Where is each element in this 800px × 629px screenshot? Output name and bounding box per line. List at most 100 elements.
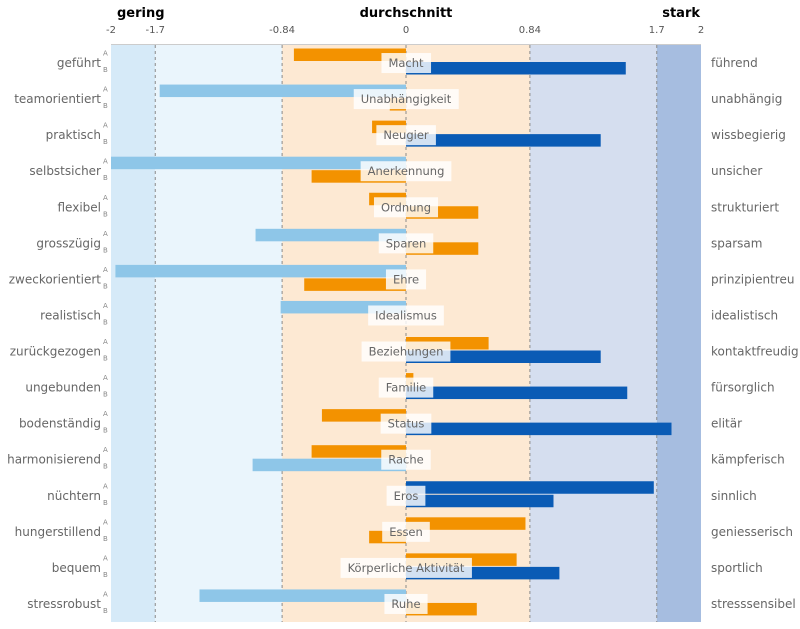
category-label-box [384, 593, 428, 614]
x-tick-label: 2 [698, 25, 704, 36]
bar-a [159, 84, 406, 98]
left-pole-label: zurückgezogen [10, 345, 101, 359]
right-pole-label: unsicher [711, 164, 762, 178]
bar-a [199, 589, 406, 602]
left-pole-label: praktisch [46, 128, 101, 142]
category-label: Ruhe [391, 597, 420, 611]
category-label: Sparen [386, 236, 427, 250]
category-label: Idealismus [375, 308, 437, 322]
series-b-marker: B [103, 246, 108, 254]
series-b-marker: B [103, 210, 108, 218]
category-label-box [361, 341, 451, 362]
bar-b [406, 350, 601, 363]
bar-a [115, 264, 407, 278]
series-a-marker: A [103, 338, 108, 346]
series-b-marker: B [103, 427, 108, 435]
series-a-marker: A [103, 410, 108, 418]
left-pole-label: realistisch [40, 308, 101, 322]
left-pole-label: bequem [52, 561, 101, 575]
series-a-marker: A [103, 266, 108, 274]
x-tick-label: -0.84 [269, 25, 295, 36]
series-a-marker: A [103, 86, 108, 94]
right-pole-label: wissbegierig [711, 128, 786, 142]
category-label: Neugier [383, 128, 429, 142]
series-b-marker: B [103, 391, 108, 399]
category-label: Körperliche Aktivität [348, 561, 465, 575]
category-label-box [382, 521, 430, 542]
left-pole-label: hungerstillend [15, 525, 101, 539]
series-a-marker: A [103, 554, 108, 562]
series-b-marker: B [103, 66, 108, 74]
category-label: Essen [389, 525, 423, 539]
category-label-box [373, 197, 439, 218]
left-pole-label: flexibel [58, 200, 102, 214]
category-label-box [378, 377, 434, 398]
category-label-box [360, 161, 452, 182]
category-label-box [378, 233, 434, 254]
left-pole-label: selbstsicher [29, 164, 101, 178]
bar-a [111, 156, 406, 170]
bar-b [406, 134, 601, 147]
category-label-box [385, 269, 427, 290]
bar-a [406, 481, 654, 494]
series-b-marker: B [103, 463, 108, 471]
right-pole-label: kämpferisch [711, 453, 785, 467]
right-pole-label: sportlich [711, 561, 763, 575]
series-b-marker: B [103, 571, 108, 579]
right-pole-label: sparsam [711, 236, 762, 250]
right-pole-label: fürsorglich [711, 381, 775, 395]
right-pole-label: sinnlich [711, 489, 757, 503]
category-label-box [368, 305, 444, 326]
right-pole-label: elitär [711, 417, 742, 431]
left-pole-label: grosszügig [36, 236, 101, 250]
right-pole-label: idealistisch [711, 308, 778, 322]
x-axis-ticks: -2 -1.7 -0.84 0 0.84 1.7 2 [106, 25, 704, 45]
category-label-box [386, 485, 426, 506]
series-b-marker: B [103, 318, 108, 326]
category-label-box [353, 89, 459, 110]
left-pole-label: nüchtern [47, 489, 101, 503]
left-pole-label: bodenständig [19, 417, 101, 431]
band-high [529, 45, 657, 622]
bar-b [304, 278, 406, 291]
right-pole-label: geniesserisch [711, 525, 793, 539]
left-pole-label: geführt [57, 56, 101, 70]
category-label: Unabhängigkeit [361, 92, 452, 106]
left-pole-label: zweckorientiert [9, 272, 102, 286]
category-label-box [381, 53, 432, 74]
left-pole-label: ungebunden [25, 381, 101, 395]
right-pole-label: unabhängig [711, 92, 782, 106]
category-label-box [380, 413, 432, 434]
x-tick-label: 0.84 [519, 25, 541, 36]
series-b-marker: B [103, 607, 108, 615]
category-label-box [381, 449, 431, 470]
series-a-marker: A [103, 158, 108, 166]
series-b-marker: B [103, 499, 108, 507]
bar-b [252, 458, 406, 472]
left-pole-label: teamorientiert [14, 92, 101, 106]
series-a-marker: A [103, 122, 108, 130]
series-b-marker: B [103, 282, 108, 290]
series-a-marker: A [103, 590, 108, 598]
series-a-marker: A [103, 482, 108, 490]
bar-b [406, 62, 626, 75]
category-label: Familie [386, 381, 426, 395]
series-b-marker: B [103, 355, 108, 363]
header-high-label: stark [662, 6, 700, 21]
x-tick-label: 0 [403, 25, 409, 36]
series-a-marker: A [103, 374, 108, 382]
right-pole-label: führend [711, 56, 758, 70]
bar-b [406, 494, 554, 508]
category-label-box [376, 125, 436, 146]
x-tick-label: -1.7 [145, 25, 165, 36]
category-label-box [340, 557, 472, 578]
